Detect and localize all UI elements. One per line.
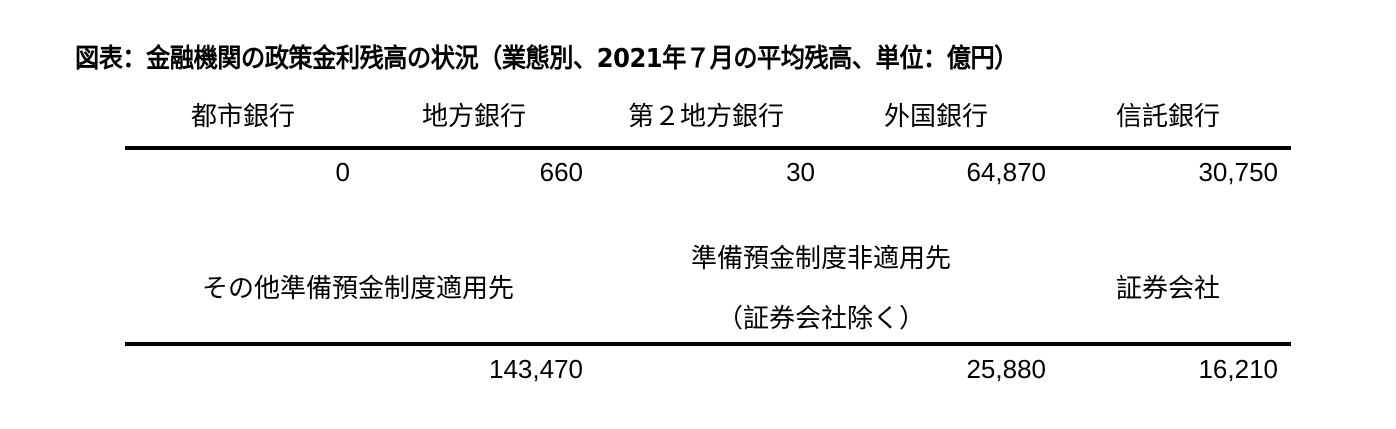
header-other-reserve-applicable: その他準備預金制度適用先 bbox=[201, 274, 514, 304]
figure-title: 図表：金融機関の政策金利残高の状況（業態別、2021年７月の平均残高、単位：億円… bbox=[75, 44, 1018, 74]
value-other-reserve-applicable: 143,470 bbox=[489, 354, 583, 384]
header-securities-companies: 証券会社 bbox=[1115, 274, 1220, 304]
header-foreign-banks: 外国銀行 bbox=[883, 102, 988, 132]
table2-rule bbox=[125, 342, 1291, 346]
header-reserve-non-applicable-note: （証券会社除く） bbox=[716, 304, 925, 334]
header-trust-banks: 信託銀行 bbox=[1115, 102, 1220, 132]
value-regional-banks: 660 bbox=[539, 157, 583, 187]
value-foreign-banks: 64,870 bbox=[966, 157, 1046, 187]
value-securities-companies: 16,210 bbox=[1198, 354, 1278, 384]
value-trust-banks: 30,750 bbox=[1198, 157, 1278, 187]
header-second-regional-banks: 第２地方銀行 bbox=[627, 102, 784, 132]
header-city-banks: 都市銀行 bbox=[190, 102, 295, 132]
table1-rule bbox=[125, 146, 1291, 150]
value-reserve-non-applicable: 25,880 bbox=[966, 354, 1046, 384]
header-reserve-non-applicable: 準備預金制度非適用先 bbox=[690, 244, 951, 274]
value-second-regional-banks: 30 bbox=[786, 157, 815, 187]
header-regional-banks: 地方銀行 bbox=[421, 102, 526, 132]
value-city-banks: 0 bbox=[335, 157, 350, 187]
